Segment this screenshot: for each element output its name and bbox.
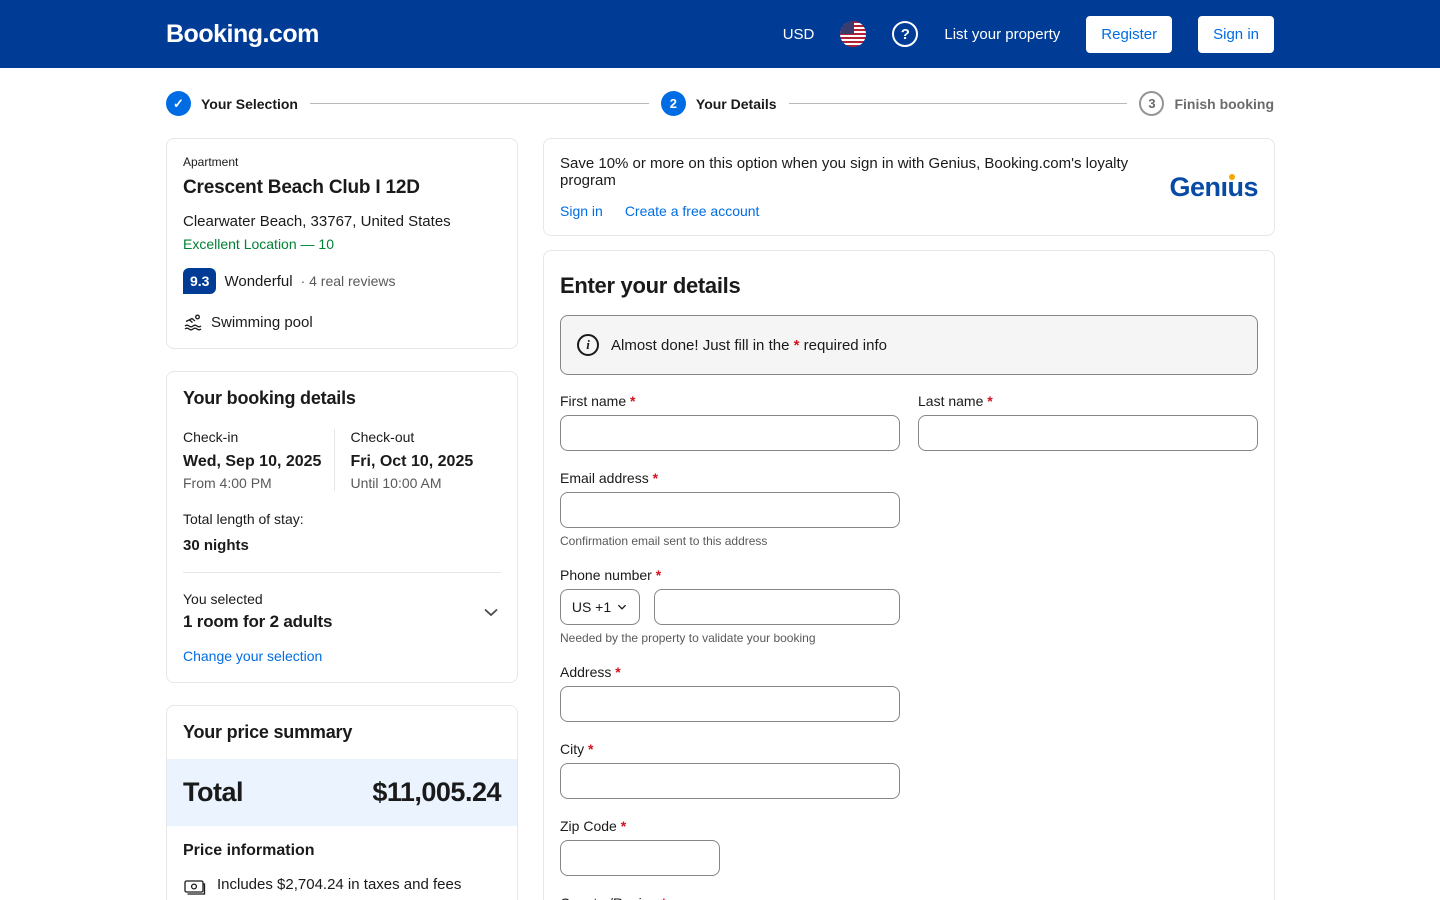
progress-step-label: Finish booking (1174, 95, 1274, 112)
phone-label: Phone number * (560, 567, 662, 583)
total-price-band: Total $11,005.24 (167, 759, 517, 826)
divider (183, 572, 501, 573)
create-account-link[interactable]: Create a free account (624, 203, 760, 219)
check-out-label: Check-out (350, 429, 415, 445)
alert-text: required info (799, 336, 887, 354)
banknote-icon (183, 876, 207, 896)
email-helper-text: Confirmation email sent to this address (560, 534, 768, 548)
price-information-title: Price information (183, 842, 315, 859)
rating-review-count: · 4 real reviews (300, 273, 396, 289)
phone-input[interactable] (654, 589, 900, 625)
total-amount: $11,005.24 (372, 777, 501, 807)
booking-details-card: Your booking details Check-in Wed, Sep 1… (166, 371, 518, 683)
genius-logo: Genıus (1169, 172, 1258, 203)
genius-logo-dot (1229, 173, 1235, 180)
zip-code-label: Zip Code * (560, 818, 627, 834)
enter-details-card: Enter your details i Almost done! Just f… (543, 250, 1275, 900)
city-input[interactable] (560, 763, 900, 799)
property-location-score: Excellent Location — 10 (183, 236, 334, 252)
email-label: Email address * (560, 470, 659, 486)
country-region-label: Country/Region * (560, 895, 1258, 900)
property-summary-card: Apartment Crescent Beach Club I 12D Clea… (166, 138, 518, 349)
progress-divider (309, 103, 649, 104)
genius-logo-text: ı (1220, 171, 1228, 202)
email-input[interactable] (560, 492, 900, 528)
country-code-select[interactable]: US +1 (560, 589, 640, 625)
stay-length-value: 30 nights (183, 537, 249, 554)
chevron-down-icon (616, 601, 628, 613)
property-type: Apartment (183, 155, 239, 169)
almost-done-alert: i Almost done! Just fill in the * requir… (560, 315, 1258, 375)
rating-score-badge: 9.3 (183, 268, 217, 294)
sign-in-button[interactable]: Sign in (1198, 15, 1274, 53)
price-summary-card: Your price summary Total $11,005.24 Pric… (166, 705, 518, 900)
alert-text: Almost done! Just fill in the (611, 336, 794, 354)
country-code-value: US +1 (571, 599, 612, 615)
progress-step-finish[interactable]: 3 Finish booking (1139, 91, 1274, 116)
check-in-block: Check-in Wed, Sep 10, 2025 From 4:00 PM (183, 429, 334, 491)
check-in-label: Check-in (183, 429, 239, 445)
check-out-block: Check-out Fri, Oct 10, 2025 Until 10:00 … (333, 429, 502, 491)
phone-helper-text: Needed by the property to validate your … (560, 631, 816, 645)
room-selection-toggle[interactable]: You selected 1 room for 2 adults (183, 591, 501, 632)
first-name-label: First name * (560, 393, 636, 409)
city-label: City * (560, 741, 594, 757)
change-selection-link[interactable]: Change your selection (183, 648, 323, 664)
required-asterisk: * (793, 336, 800, 354)
check-out-time: Until 10:00 AM (350, 475, 442, 491)
you-selected-label: You selected (183, 591, 263, 607)
list-property-link[interactable]: List your property (944, 25, 1061, 43)
swimming-pool-icon (183, 312, 203, 332)
room-selection-value: 1 room for 2 adults (183, 612, 333, 631)
booking-details-title: Your booking details (183, 388, 356, 408)
stay-length-label: Total length of stay: (183, 511, 304, 527)
info-icon: i (577, 334, 599, 356)
rating-word: Wonderful (224, 272, 293, 290)
check-in-date: Wed, Sep 10, 2025 (183, 453, 322, 470)
last-name-label: Last name * (918, 393, 993, 409)
progress-step-selection[interactable]: ✓ Your Selection (166, 91, 298, 116)
address-label: Address * (560, 664, 621, 680)
zip-code-input[interactable] (560, 840, 720, 876)
amenity-label: Swimming pool (211, 313, 313, 331)
address-input[interactable] (560, 686, 900, 722)
genius-message: Save 10% or more on this option when you… (560, 155, 1129, 189)
property-address: Clearwater Beach, 33767, United States (183, 213, 451, 230)
check-out-date: Fri, Oct 10, 2025 (350, 453, 474, 470)
genius-logo-text: Gen (1169, 171, 1221, 202)
last-name-input[interactable] (918, 415, 1258, 451)
progress-step-label: Your Details (695, 95, 777, 112)
enter-details-title: Enter your details (560, 273, 741, 298)
header: Booking.com USD ? List your property Reg… (0, 0, 1440, 68)
check-in-time: From 4:00 PM (183, 475, 272, 491)
progress-step-label: Your Selection (201, 95, 298, 112)
progress-step-details[interactable]: 2 Your Details (660, 91, 777, 116)
genius-banner: Save 10% or more on this option when you… (543, 138, 1275, 236)
chevron-down-icon (481, 602, 501, 622)
check-icon: ✓ (166, 91, 191, 116)
property-name: Crescent Beach Club I 12D (183, 177, 420, 198)
step-number-badge: 2 (660, 91, 686, 116)
first-name-input[interactable] (560, 415, 900, 451)
booking-logo[interactable]: Booking.com (166, 19, 319, 48)
total-label: Total (183, 777, 244, 807)
currency-selector[interactable]: USD (782, 25, 815, 43)
progress-divider (788, 103, 1128, 104)
price-summary-title: Your price summary (183, 722, 353, 742)
taxes-included-note: Includes $2,704.24 in taxes and fees (217, 876, 462, 893)
step-number-badge: 3 (1139, 91, 1165, 116)
genius-sign-in-link[interactable]: Sign in (560, 203, 603, 219)
register-button[interactable]: Register (1086, 15, 1173, 53)
us-flag-icon[interactable] (840, 21, 867, 47)
booking-progress-bar: ✓ Your Selection 2 Your Details 3 Finish… (166, 91, 1274, 116)
help-icon[interactable]: ? (892, 21, 919, 47)
